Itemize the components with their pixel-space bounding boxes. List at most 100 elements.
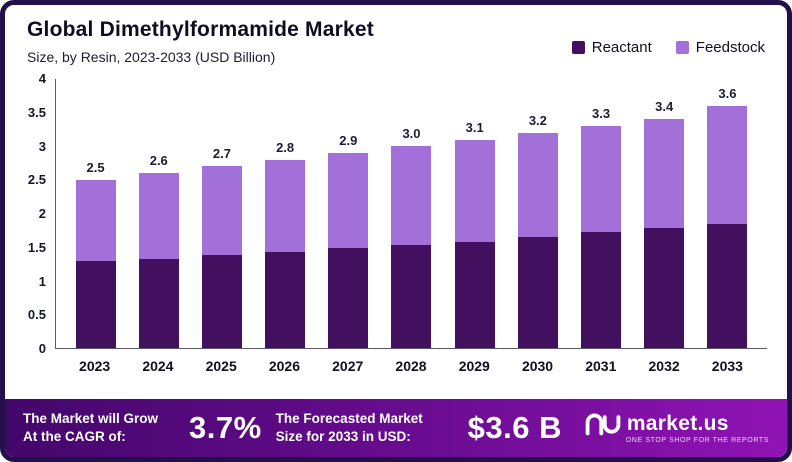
- stacked-bar: [581, 126, 622, 348]
- cagr-label: The Market will Grow At the CAGR of:: [23, 410, 175, 445]
- market-us-logo: market.us ONE STOP SHOP FOR THE REPORTS: [584, 412, 769, 444]
- y-tick-label: 4: [38, 71, 46, 86]
- stacked-bar: [201, 166, 242, 348]
- bar-group: 2.8: [254, 79, 317, 348]
- bar-total-label: 3.2: [528, 112, 547, 128]
- y-tick-label: 2.5: [27, 172, 46, 188]
- legend-item-reactant: Reactant: [571, 30, 652, 65]
- bar-segment-reactant: [201, 255, 242, 348]
- bar-group: 3.1: [443, 79, 506, 348]
- bar-group: 2.7: [190, 79, 253, 348]
- bar-segment-reactant: [138, 258, 179, 348]
- legend-item-feedstock: Feedstock: [675, 30, 765, 65]
- x-tick-label: 2026: [268, 358, 301, 374]
- bar-group: 3.3: [569, 79, 632, 348]
- stacked-bar: [391, 146, 432, 348]
- bar-total-label: 3.0: [402, 126, 421, 142]
- bar-group: 3.6: [696, 79, 759, 348]
- bar-segment-feedstock: [75, 179, 116, 261]
- page-title: Global Dimethylformamide Market: [27, 18, 374, 41]
- chart: 4 3.5 3 2.5 2 1.5 1 0.5 0 2.5 2.6 2.7 2.8 2.9 3.0 3.1 3…: [5, 65, 787, 399]
- bar-segment-reactant: [644, 228, 685, 348]
- x-tick-label: 2032: [648, 358, 680, 374]
- bar-group: 2.9: [317, 79, 380, 348]
- market-us-logo-icon: [585, 413, 621, 436]
- x-tick-label: 2024: [142, 358, 174, 374]
- x-tick-label: 2025: [205, 358, 237, 374]
- brand-name: market.us: [626, 412, 729, 435]
- stacked-bar: [138, 173, 179, 348]
- bar-segment-reactant: [75, 260, 116, 348]
- stacked-bar: [265, 159, 306, 348]
- chart-legend: Reactant Feedstock: [571, 30, 765, 65]
- forecast-label: The Forecasted Market Size for 2033 in U…: [276, 410, 454, 445]
- forecast-value: $3.6 B: [467, 410, 563, 445]
- bar-segment-reactant: [707, 223, 748, 348]
- x-tick-label: 2028: [395, 358, 427, 374]
- x-tick-label: 2030: [521, 358, 554, 374]
- x-axis: 2023 2024 2025 2026 2027 2028 2029 2030 2031 2032…: [55, 358, 767, 374]
- bar-segment-feedstock: [138, 173, 179, 259]
- y-tick-label: 2: [38, 206, 46, 221]
- y-tick-label: 0.5: [27, 307, 46, 323]
- stacked-bar: [75, 179, 116, 348]
- legend-swatch: [571, 41, 585, 54]
- stacked-bar: [517, 132, 558, 348]
- bar-total-label: 3.6: [718, 85, 737, 101]
- x-tick-label: 2031: [585, 358, 617, 374]
- bars-grid: 2.5 2.6 2.7 2.8 2.9 3.0 3.1 3.2 3.3 3.4 3.6: [55, 79, 767, 349]
- bar-group: 2.6: [127, 79, 190, 348]
- bar-total-label: 2.7: [212, 146, 231, 162]
- bar-group: 3.4: [633, 79, 696, 348]
- footer-banner: The Market will Grow At the CAGR of: 3.7…: [5, 399, 787, 457]
- y-tick-label: 3.5: [27, 104, 46, 120]
- header-text: Global Dimethylformamide Market Size, by…: [27, 18, 374, 65]
- stacked-bar: [454, 139, 495, 348]
- cagr-label-line1: The Market will Grow: [23, 411, 159, 427]
- x-tick-label: 2029: [458, 358, 490, 374]
- bar-segment-reactant: [454, 241, 495, 348]
- bar-total-label: 2.9: [339, 132, 358, 148]
- bar-total-label: 3.1: [465, 119, 484, 135]
- stacked-bar: [707, 105, 748, 348]
- bar-group: 3.0: [380, 79, 443, 348]
- header: Global Dimethylformamide Market Size, by…: [5, 5, 787, 65]
- y-axis: 4 3.5 3 2.5 2 1.5 1 0.5 0: [19, 72, 55, 356]
- bar-segment-feedstock: [454, 139, 495, 242]
- cagr-label-line2: At the CAGR of:: [23, 429, 126, 444]
- bar-segment-reactant: [265, 251, 306, 348]
- forecast-label-line2: Size for 2033 in USD:: [275, 429, 411, 444]
- logo-row: market.us: [584, 412, 729, 436]
- x-tick-label: 2033: [711, 358, 743, 374]
- brand-tagline: ONE STOP SHOP FOR THE REPORTS: [625, 437, 769, 444]
- legend-swatch: [675, 41, 689, 54]
- y-tick-label: 3: [38, 138, 46, 154]
- legend-label: Reactant: [591, 39, 652, 56]
- bar-total-label: 3.3: [592, 106, 611, 122]
- bar-segment-feedstock: [265, 159, 306, 252]
- bar-segment-feedstock: [391, 146, 432, 246]
- plot-column: 2.5 2.6 2.7 2.8 2.9 3.0 3.1 3.2 3.3 3.4 3.6 2023 20…: [55, 79, 767, 399]
- bar-total-label: 2.8: [276, 139, 295, 155]
- bar-total-label: 2.5: [86, 159, 105, 175]
- bar-segment-feedstock: [201, 166, 242, 256]
- forecast-label-line1: The Forecasted Market: [275, 411, 423, 427]
- legend-label: Feedstock: [695, 39, 765, 56]
- bar-segment-feedstock: [581, 126, 622, 233]
- page-subtitle: Size, by Resin, 2023-2033 (USD Billion): [27, 49, 276, 65]
- bar-segment-reactant: [391, 245, 432, 348]
- bar-segment-feedstock: [517, 132, 558, 238]
- bar-segment-feedstock: [707, 105, 748, 224]
- x-tick-label: 2023: [79, 358, 111, 374]
- x-tick-label: 2027: [332, 358, 364, 374]
- bar-total-label: 3.4: [655, 99, 674, 115]
- cagr-value: 3.7%: [189, 410, 262, 445]
- stacked-bar: [328, 152, 369, 348]
- y-tick-label: 1.5: [27, 239, 46, 255]
- bar-total-label: 2.6: [149, 153, 168, 169]
- bar-segment-feedstock: [328, 152, 369, 249]
- stacked-bar: [644, 119, 685, 348]
- y-tick-label: 0: [38, 341, 46, 356]
- bar-segment-reactant: [328, 248, 369, 348]
